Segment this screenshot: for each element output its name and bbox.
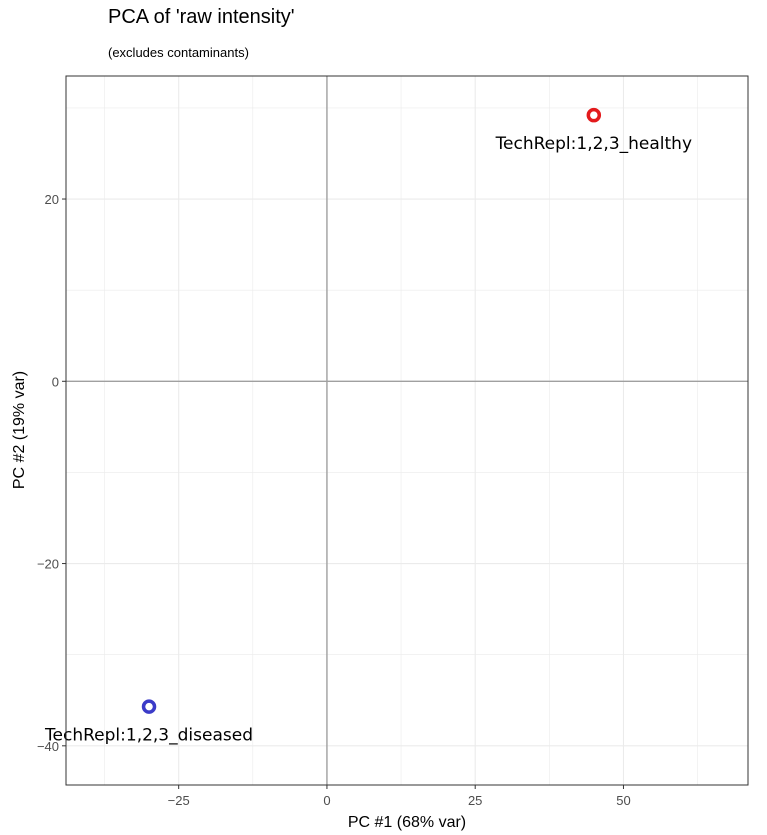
y-axis-ticks: −40 −20 0 20 [37, 192, 66, 754]
data-point-label: TechRepl:1,2,3_healthy [495, 134, 692, 154]
y-tick-label: 0 [52, 374, 59, 389]
x-axis-title: PC #1 (68% var) [348, 814, 466, 831]
x-tick-label: 50 [616, 793, 630, 808]
y-tick-label: −40 [37, 739, 59, 754]
y-tick-label: 20 [45, 192, 59, 207]
x-axis-ticks: −25 0 25 50 [168, 785, 631, 808]
data-point [141, 699, 157, 714]
chart-title: PCA of 'raw intensity' [108, 6, 295, 28]
chart-subtitle: (excludes contaminants) [108, 45, 249, 60]
x-tick-label: −25 [168, 793, 190, 808]
zero-lines [66, 76, 748, 785]
plot-border [65, 75, 749, 786]
plot-panel [66, 76, 748, 785]
y-axis-title: PC #2 (19% var) [11, 371, 28, 489]
y-tick-label: −20 [37, 557, 59, 572]
x-tick-label: 0 [323, 793, 330, 808]
points-layer: TechRepl:1,2,3_healthy TechRepl:1,2,3_dis… [44, 107, 692, 746]
data-point-label: TechRepl:1,2,3_diseased [44, 726, 253, 746]
x-tick-label: 25 [468, 793, 482, 808]
data-point [586, 107, 602, 123]
